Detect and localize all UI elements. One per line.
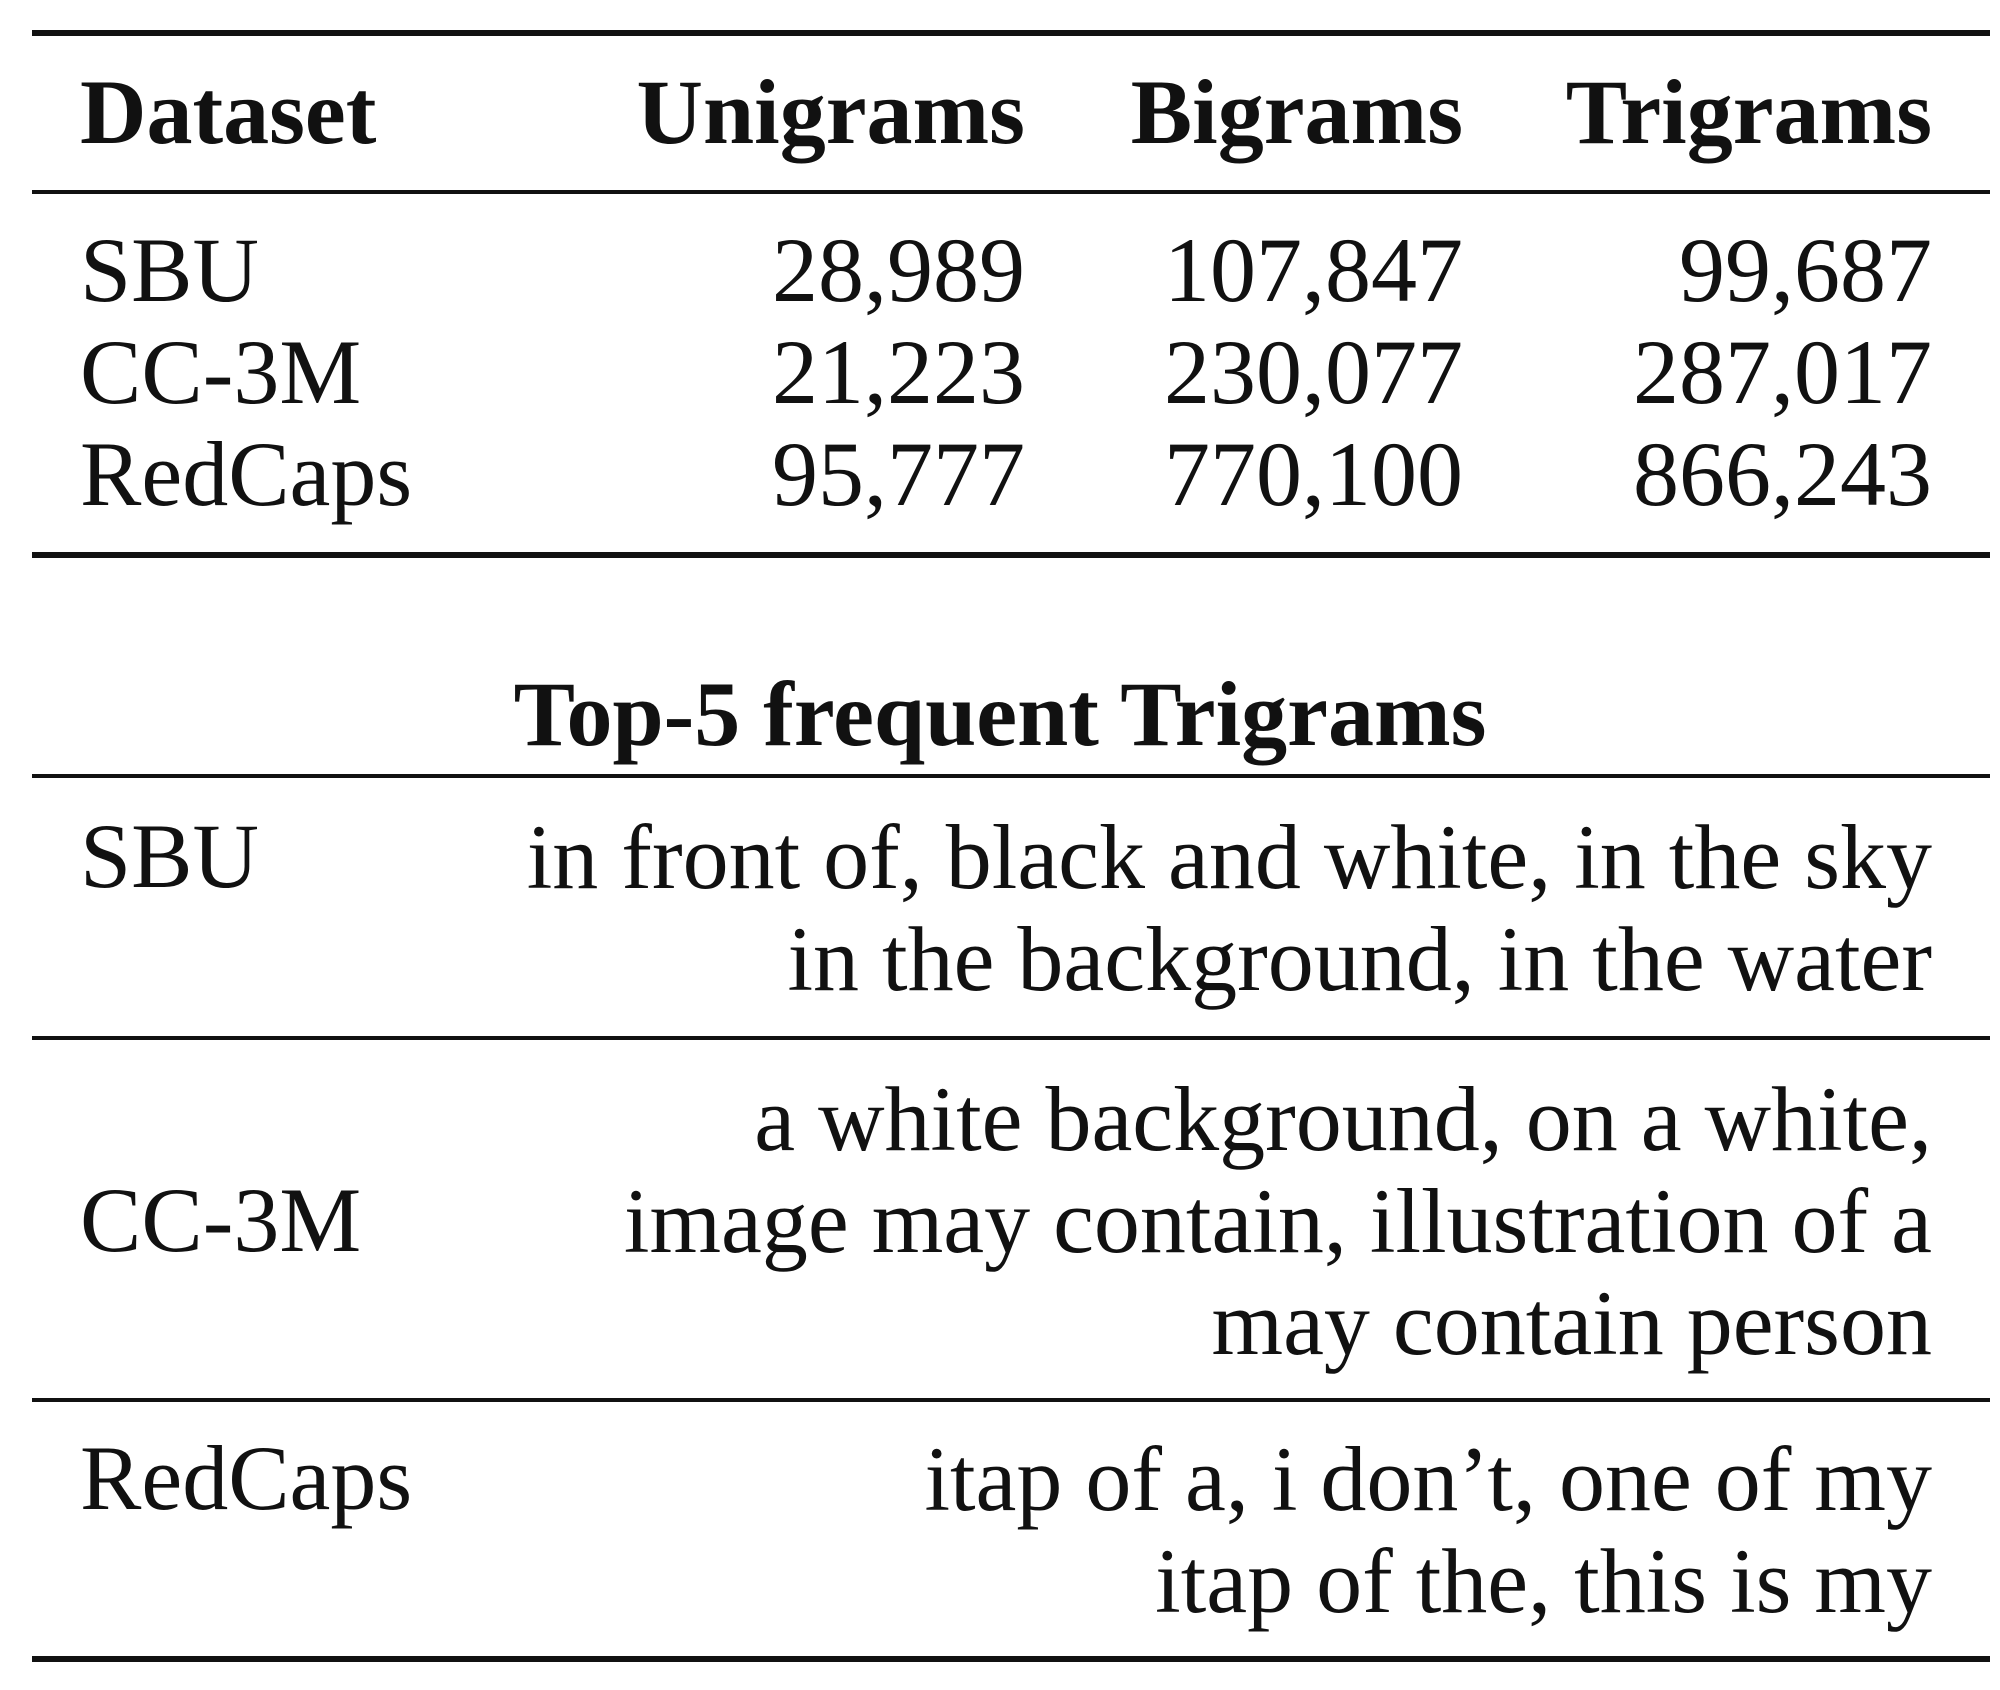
header-bigrams: Bigrams — [1130, 61, 1463, 163]
header-dataset: Dataset — [80, 61, 377, 163]
row-trigrams-sbu: 99,687 — [1679, 219, 1932, 321]
row-bigrams-redcaps: 770,100 — [1164, 423, 1463, 525]
row-trigrams-redcaps: 866,243 — [1633, 423, 1932, 525]
trigrams-title-rule — [32, 774, 1990, 778]
trigrams-bottom-rule — [32, 1656, 1990, 1662]
row-dataset-redcaps: RedCaps — [80, 423, 413, 525]
trigram-line: a white background, on a white, — [754, 1068, 1932, 1170]
trigram-line: itap of a, i don’t, one of my — [924, 1428, 1932, 1530]
header-rule — [32, 190, 1990, 194]
trigrams-list-sbu: in front of, black and white, in the sky… — [527, 806, 1932, 1010]
trigram-line: in front of, black and white, in the sky — [526, 806, 1932, 908]
header-trigrams: Trigrams — [1565, 61, 1932, 163]
trigrams-row-rule-sbu — [32, 1036, 1990, 1040]
row-dataset-sbu: SBU — [80, 219, 259, 321]
table-bottom-rule — [32, 552, 1990, 558]
trigram-line: in the background, in the water — [787, 908, 1932, 1010]
trigrams-dataset-cc3m: CC-3M — [80, 1169, 362, 1271]
row-unigrams-sbu: 28,989 — [772, 219, 1025, 321]
table-top-rule — [32, 30, 1990, 36]
trigram-line: may contain person — [1211, 1272, 1932, 1374]
trigram-line: itap of the, this is my — [1155, 1530, 1932, 1632]
trigrams-dataset-sbu: SBU — [80, 805, 259, 907]
header-unigrams: Unigrams — [636, 61, 1025, 163]
trigram-line: image may contain, illustration of a — [623, 1170, 1932, 1272]
trigrams-dataset-redcaps: RedCaps — [80, 1427, 413, 1529]
row-bigrams-cc3m: 230,077 — [1164, 321, 1463, 423]
row-dataset-cc3m: CC-3M — [80, 321, 362, 423]
row-trigrams-cc3m: 287,017 — [1633, 321, 1932, 423]
row-unigrams-cc3m: 21,223 — [772, 321, 1025, 423]
trigrams-list-cc3m: a white background, on a white, image ma… — [624, 1068, 1932, 1374]
row-bigrams-sbu: 107,847 — [1164, 219, 1463, 321]
row-unigrams-redcaps: 95,777 — [772, 423, 1025, 525]
trigrams-row-rule-cc3m — [32, 1398, 1990, 1402]
trigrams-list-redcaps: itap of a, i don’t, one of my itap of th… — [924, 1428, 1932, 1632]
trigrams-section-title: Top-5 frequent Trigrams — [513, 663, 1487, 765]
